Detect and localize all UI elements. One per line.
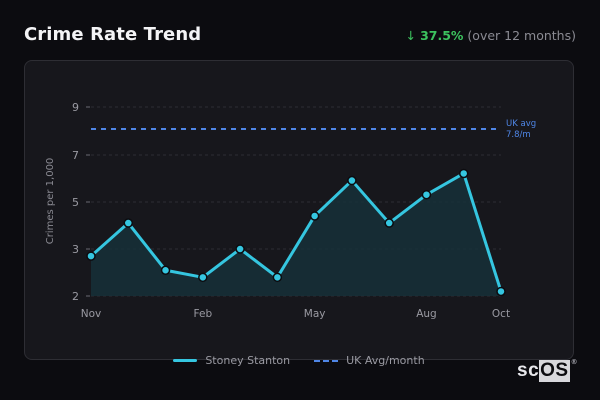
registered-mark: ® [570, 358, 579, 366]
data-point[interactable] [347, 175, 357, 186]
logo-text: sc [517, 360, 540, 381]
data-point[interactable] [458, 168, 469, 179]
data-point[interactable] [496, 286, 506, 297]
legend-item-series[interactable]: Stoney Stanton [173, 354, 290, 367]
x-axis: Nov Feb May Aug Oct [81, 308, 510, 320]
x-tick-label: Oct [492, 308, 510, 320]
y-tick-label: 3 [72, 243, 79, 256]
x-tick-label: May [304, 308, 326, 320]
legend-label-series: Stoney Stanton [205, 354, 291, 367]
chart-card [24, 60, 574, 360]
data-point[interactable] [384, 218, 394, 228]
data-point[interactable] [272, 272, 283, 283]
dashed-line-swatch-icon [314, 359, 339, 362]
y-axis-label: Crimes per 1,000 [45, 158, 56, 245]
down-arrow-icon: ↓ [405, 28, 417, 43]
data-point[interactable] [86, 251, 96, 261]
legend: Stoney Stanton UK Avg/month [0, 354, 599, 367]
data-point[interactable] [198, 272, 208, 283]
y-tick-label: 5 [72, 196, 79, 209]
x-tick-label: Nov [81, 308, 102, 320]
uk-average-label: UK avg [506, 119, 536, 129]
x-tick-label: Feb [194, 308, 213, 320]
data-point[interactable] [309, 211, 320, 221]
data-points [86, 168, 506, 297]
y-tick-label: 9 [72, 101, 79, 114]
trend-summary: ↓ 37.5% (over 12 months) [406, 28, 576, 43]
series-line [90, 171, 503, 292]
logo-highlight: OS [539, 360, 570, 382]
y-tick-label: 7 [72, 149, 79, 162]
solid-line-swatch-icon [173, 359, 198, 362]
data-point[interactable] [123, 218, 134, 228]
uk-average-value: 7.8/m [506, 130, 531, 140]
data-point[interactable] [160, 265, 171, 275]
trend-period: (over 12 months) [467, 28, 576, 43]
scos-logo: sc OS ® [517, 358, 579, 382]
y-tick-label: 2 [72, 290, 79, 303]
x-tick-label: Aug [416, 308, 437, 320]
y-axis: 9 7 5 3 2 [72, 101, 90, 303]
data-point[interactable] [235, 244, 245, 254]
data-point[interactable] [421, 189, 432, 200]
chart-title: Crime Rate Trend [24, 24, 202, 45]
series-area-fill [91, 173, 501, 296]
legend-label-uk-avg: UK Avg/month [346, 354, 425, 367]
trend-percentage: 37.5% [420, 28, 464, 43]
legend-item-uk-avg[interactable]: UK Avg/month [314, 354, 425, 367]
